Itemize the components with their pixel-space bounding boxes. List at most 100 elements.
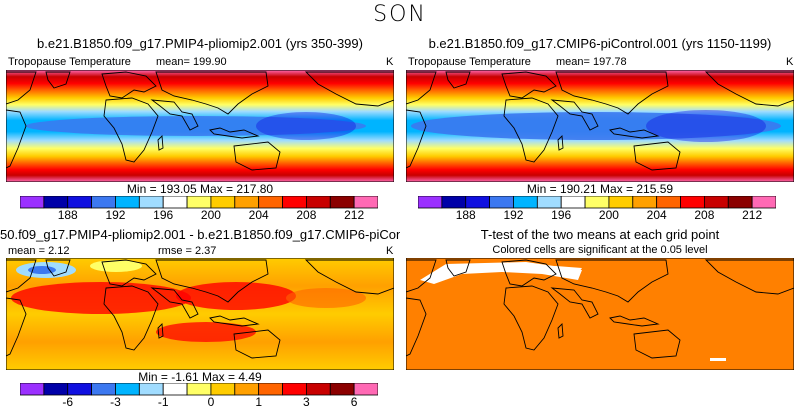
colorbar-swatch — [282, 196, 307, 209]
season-title: SON — [373, 2, 427, 27]
panel3-mean: mean = 2.12 — [8, 245, 69, 257]
colorbar-tick-label: 188 — [456, 208, 476, 220]
colorbar-swatch — [305, 383, 331, 396]
colorbar-tick-label: 200 — [201, 208, 221, 220]
colorbar-swatch — [632, 196, 658, 209]
colorbar-swatch — [465, 196, 491, 209]
colorbar-tick-label: 0 — [208, 395, 215, 407]
colorbar-swatch — [67, 383, 93, 396]
panel1-colorbar: 188 192 196 200 204 208 212 — [20, 196, 378, 220]
colorbar-swatch — [20, 383, 45, 396]
panel1-title: b.e21.B1850.f09_g17.PMIP4-pliomip2.001 (… — [37, 36, 363, 51]
panel3-units: K — [386, 245, 394, 257]
panel4-map — [406, 258, 794, 370]
colorbar-swatch — [353, 383, 378, 396]
panel3-map — [6, 258, 394, 370]
colorbar-swatch — [234, 383, 260, 396]
colorbar-tick-label: 196 — [551, 208, 571, 220]
colorbar-swatch — [186, 383, 212, 396]
colorbar-swatch — [751, 196, 776, 209]
colorbar-swatch — [138, 383, 164, 396]
colorbar-swatch — [489, 196, 514, 209]
panel2-mean: mean= 197.78 — [556, 56, 627, 68]
colorbar-tick-label: 3 — [303, 395, 310, 407]
colorbar-tick-label: 200 — [599, 208, 619, 220]
colorbar-swatch — [43, 196, 69, 209]
colorbar-swatch — [91, 383, 116, 396]
panel2-units: K — [786, 56, 794, 68]
colorbar-swatch — [138, 196, 164, 209]
panel2-max: 215.59 — [636, 182, 674, 196]
panel1-variable: Tropopause Temperature — [8, 56, 131, 68]
panel3-mean-value: 2.12 — [48, 245, 70, 257]
panel2-colorbar: 188 192 196 200 204 208 212 — [418, 196, 776, 220]
colorbar-swatch — [20, 196, 45, 209]
colorbar-swatch — [560, 196, 586, 209]
panel1-min: 193.05 — [159, 182, 197, 196]
panel3-min-label: Min = — [138, 370, 168, 384]
panel2-map — [406, 70, 794, 182]
panel2-title: b.e21.B1850.f09_g17.CMIP6-piControl.001 … — [428, 36, 772, 51]
colorbar-swatch — [186, 196, 212, 209]
colorbar-swatch — [329, 196, 355, 209]
colorbar-swatch — [115, 383, 140, 396]
panel2-mean-value: 197.78 — [593, 56, 627, 68]
colorbar-tick-label: -6 — [62, 395, 73, 407]
colorbar-swatch — [115, 196, 140, 209]
panel2-min: 190.21 — [559, 182, 597, 196]
colorbar-tick-label: -1 — [158, 395, 169, 407]
colorbar-swatch — [329, 383, 355, 396]
panel3-rmse-label: rmse = — [158, 245, 192, 257]
panel3-rmse: rmse = 2.37 — [158, 245, 216, 257]
panel3-max: 4.49 — [238, 370, 262, 384]
colorbar-tick-label: -3 — [110, 395, 121, 407]
panel4-subtitle: Colored cells are significant at the 0.0… — [492, 244, 708, 256]
colorbar-tick-label: 6 — [351, 395, 358, 407]
colorbar-swatch — [67, 196, 93, 209]
panel1-map — [6, 70, 394, 182]
colorbar-swatch — [234, 196, 260, 209]
colorbar-swatch — [91, 196, 116, 209]
colorbar-tick-label: 208 — [694, 208, 714, 220]
colorbar-tick-label: 208 — [296, 208, 316, 220]
colorbar-swatch — [353, 196, 378, 209]
colorbar-swatch — [210, 196, 236, 209]
colorbar-tick-label: 204 — [249, 208, 269, 220]
colorbar-swatch — [43, 383, 69, 396]
panel1-mean: mean= 199.90 — [156, 56, 227, 68]
colorbar-tick-label: 188 — [58, 208, 78, 220]
panel3-colorbar: -6 -3 -1 0 1 3 6 — [20, 383, 378, 407]
colorbar-tick-label: 204 — [647, 208, 667, 220]
panel1-max: 217.80 — [236, 182, 274, 196]
colorbar-swatch — [258, 196, 283, 209]
colorbar-swatch — [258, 383, 283, 396]
colorbar-tick-label: 212 — [344, 208, 364, 220]
panel2-mean-label: mean= — [556, 56, 590, 68]
panel4-title: T-test of the two means at each grid poi… — [480, 227, 720, 242]
panel2-max-label: Max = — [600, 182, 634, 196]
panel2-minmax: Min = 190.21 Max = 215.59 — [400, 182, 800, 196]
colorbar-swatch — [680, 196, 705, 209]
panel3-rmse-value: 2.37 — [195, 245, 217, 257]
panel1-mean-label: mean= — [156, 56, 190, 68]
panel2-min-label: Min = — [526, 182, 557, 196]
colorbar-swatch — [282, 383, 307, 396]
colorbar-swatch — [441, 196, 467, 209]
panel3-minmax: Min = -1.61 Max = 4.49 — [0, 370, 400, 384]
colorbar-swatch — [418, 196, 443, 209]
panel1-mean-value: 199.90 — [193, 56, 227, 68]
panel1-minmax: Min = 193.05 Max = 217.80 — [0, 182, 400, 196]
colorbar-swatch — [162, 196, 188, 209]
panel1-max-label: Max = — [200, 182, 234, 196]
panel3-title: 50.f09_g17.PMIP4-pliomip2.001 - b.e21.B1… — [0, 227, 400, 242]
colorbar-swatch — [513, 196, 538, 209]
colorbar-tick-label: 192 — [503, 208, 523, 220]
colorbar-swatch — [703, 196, 729, 209]
colorbar-swatch — [727, 196, 753, 209]
colorbar-swatch — [536, 196, 562, 209]
colorbar-swatch — [305, 196, 331, 209]
colorbar-swatch — [584, 196, 610, 209]
panel1-units: K — [386, 56, 394, 68]
panel3-max-label: Max = — [202, 370, 236, 384]
panel1-min-label: Min = — [126, 182, 157, 196]
